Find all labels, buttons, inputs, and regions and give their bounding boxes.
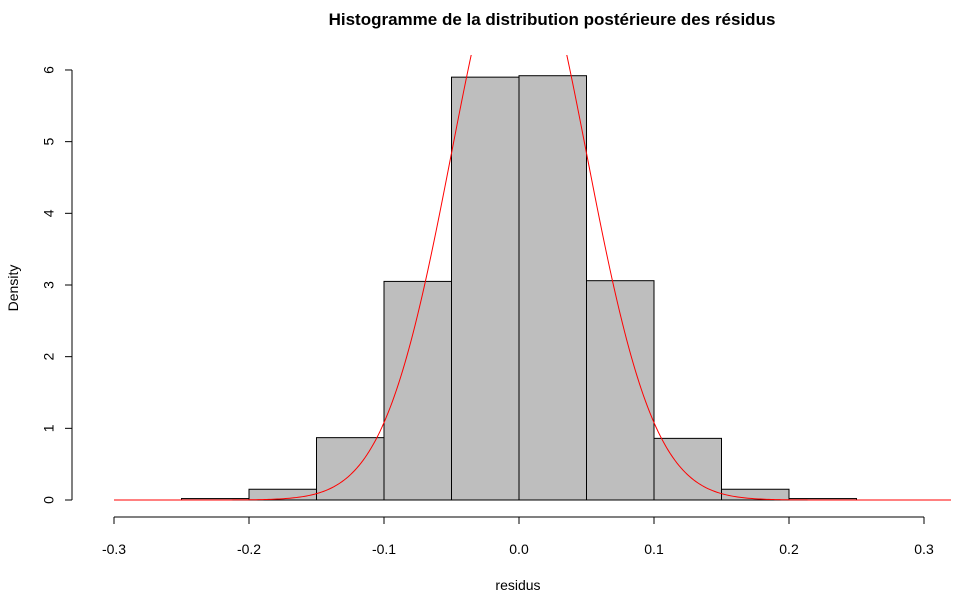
y-tick-label: 6 <box>41 66 57 74</box>
density-curve <box>114 55 951 501</box>
x-tick-label: 0.2 <box>779 541 799 557</box>
x-tick-label: 0.0 <box>509 541 529 557</box>
chart-title: Histogramme de la distribution postérieu… <box>329 10 776 29</box>
histogram-bar-8 <box>721 488 790 501</box>
y-tick-label: 3 <box>41 281 57 289</box>
x-tick-label: 0.1 <box>644 541 664 557</box>
x-tick-label: 0.3 <box>914 541 934 557</box>
y-axis: 0 1 2 3 4 5 6 <box>41 66 73 504</box>
y-tick-label: 5 <box>41 138 57 146</box>
y-axis-label: Density <box>5 265 21 312</box>
y-tick-label: 1 <box>41 424 57 432</box>
x-tick-label: -0.3 <box>102 541 126 557</box>
histogram-bar-6 <box>586 280 655 501</box>
x-tick-label: -0.1 <box>372 541 396 557</box>
y-tick-label: 2 <box>41 353 57 361</box>
bars-group <box>181 75 857 501</box>
y-tick-label: 0 <box>41 496 57 504</box>
y-tick-label: 4 <box>41 209 57 217</box>
x-tick-label: -0.2 <box>237 541 261 557</box>
histogram-bar-7 <box>653 437 722 501</box>
histogram-bar-5 <box>518 75 587 501</box>
x-axis-label: residus <box>495 577 540 593</box>
x-axis: -0.3 -0.2 -0.1 0.0 0.1 0.2 0.3 <box>102 516 934 557</box>
histogram-bar-4 <box>451 76 520 501</box>
